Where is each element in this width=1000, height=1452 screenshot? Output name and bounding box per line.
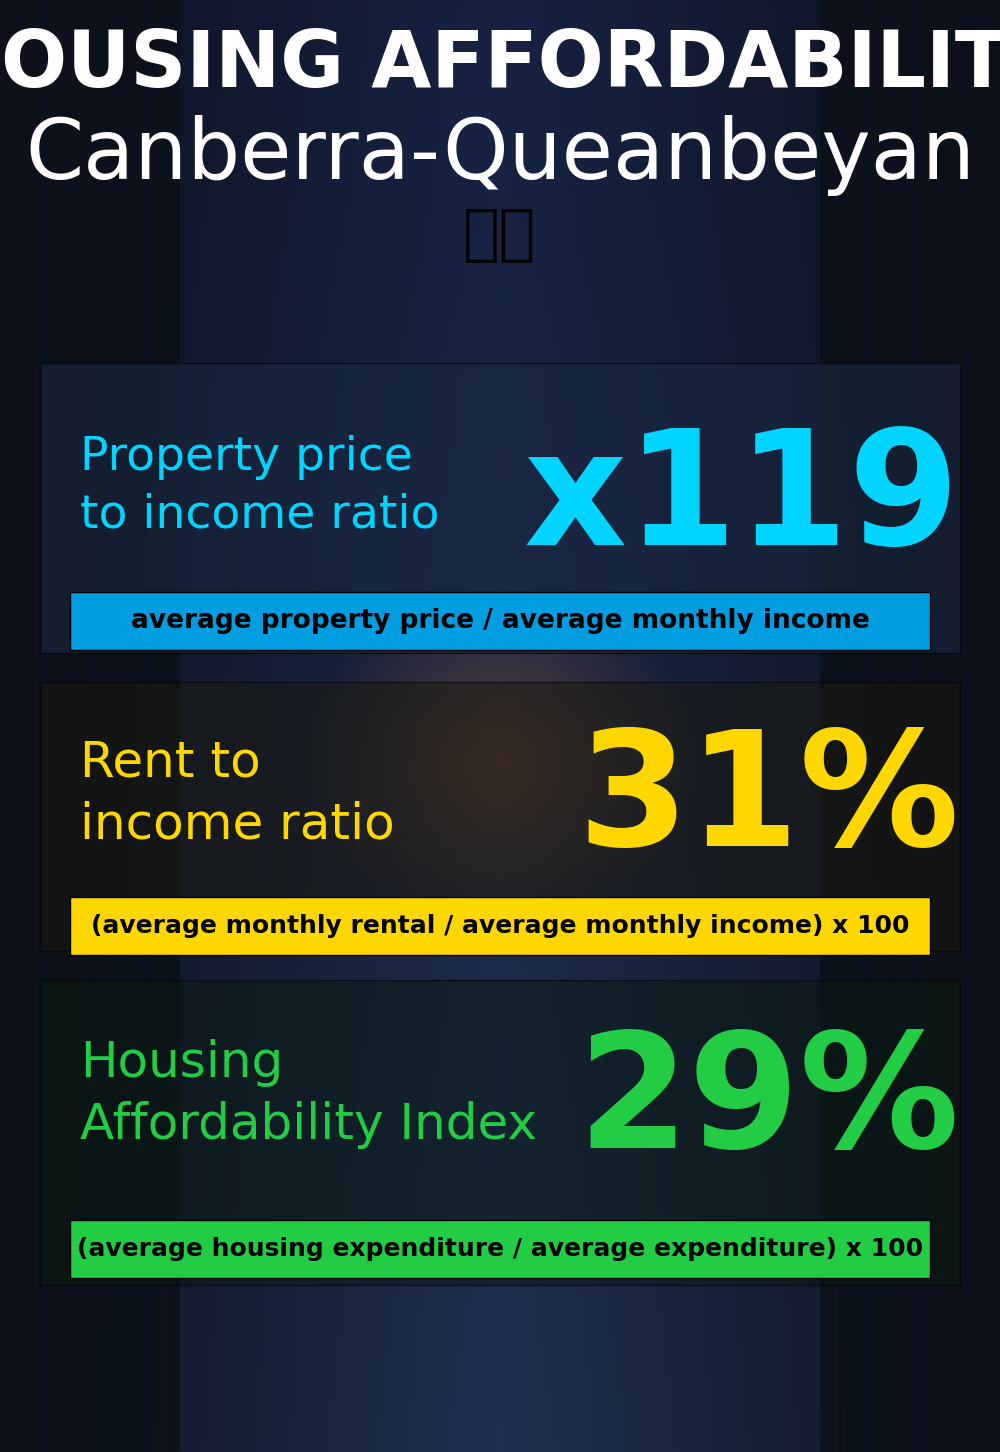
- Text: Housing: Housing: [80, 1038, 283, 1088]
- FancyBboxPatch shape: [40, 363, 960, 653]
- Text: HOUSING AFFORDABILITY: HOUSING AFFORDABILITY: [0, 28, 1000, 103]
- Text: 31%: 31%: [578, 725, 960, 878]
- FancyBboxPatch shape: [40, 980, 960, 1285]
- Text: 29%: 29%: [578, 1027, 960, 1180]
- FancyBboxPatch shape: [70, 592, 930, 650]
- Text: to income ratio: to income ratio: [80, 494, 439, 537]
- Text: average property price / average monthly income: average property price / average monthly…: [131, 608, 869, 635]
- FancyBboxPatch shape: [40, 682, 960, 951]
- Text: income ratio: income ratio: [80, 800, 395, 849]
- FancyBboxPatch shape: [70, 1220, 930, 1278]
- Text: x119: x119: [524, 424, 960, 578]
- FancyBboxPatch shape: [70, 897, 930, 955]
- Text: (average housing expenditure / average expenditure) x 100: (average housing expenditure / average e…: [77, 1237, 923, 1260]
- Text: Canberra-Queanbeyan: Canberra-Queanbeyan: [25, 115, 975, 196]
- Text: Affordability Index: Affordability Index: [80, 1101, 537, 1150]
- Text: (average monthly rental / average monthly income) x 100: (average monthly rental / average monthl…: [91, 915, 909, 938]
- Text: Rent to: Rent to: [80, 738, 261, 787]
- Text: 🇦🇺: 🇦🇺: [463, 206, 537, 264]
- Text: Property price: Property price: [80, 436, 413, 479]
